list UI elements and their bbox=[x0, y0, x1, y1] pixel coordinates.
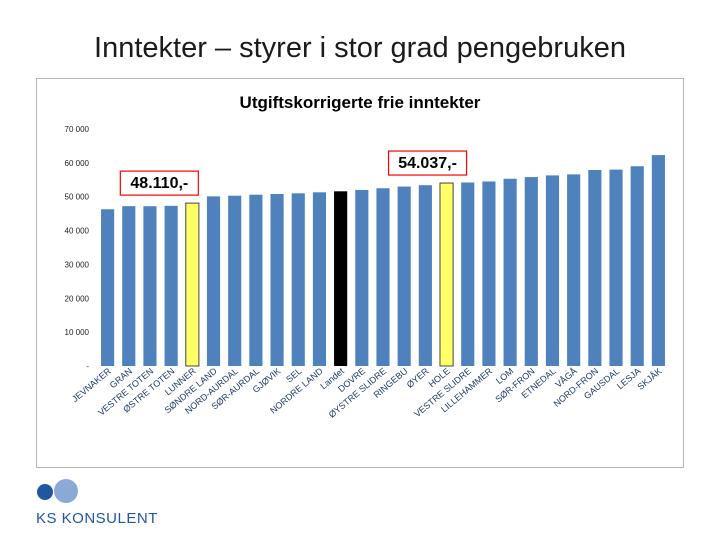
ks-konsulent-logo: KS KONSULENT bbox=[36, 478, 196, 530]
bar bbox=[609, 169, 623, 366]
bar bbox=[567, 174, 581, 366]
bar bbox=[376, 188, 390, 366]
annotation-box bbox=[119, 170, 199, 196]
bar bbox=[291, 193, 305, 366]
bar bbox=[206, 196, 221, 366]
y-tick-label: 10 000 bbox=[65, 328, 90, 337]
logo-text: KS KONSULENT bbox=[36, 510, 158, 527]
bar bbox=[630, 166, 644, 366]
y-tick-label: 20 000 bbox=[65, 294, 90, 303]
bar bbox=[651, 155, 665, 366]
annotation-label: 54.037,- bbox=[398, 155, 457, 172]
y-tick-label: 40 000 bbox=[65, 227, 90, 236]
annotation-label: 48.110,- bbox=[130, 175, 188, 192]
bar bbox=[228, 195, 242, 366]
bar-chart: - 10 000 20 000 30 000 40 000 50 000 60 000 70 … bbox=[65, 125, 665, 420]
annotation-box bbox=[387, 150, 468, 176]
y-tick-label: 30 000 bbox=[65, 260, 90, 269]
slide-title: Inntekter – styrer i stor grad pengebruk… bbox=[94, 32, 626, 64]
bar bbox=[461, 182, 475, 366]
bar bbox=[545, 175, 560, 366]
bar bbox=[588, 169, 602, 366]
bar bbox=[334, 191, 348, 366]
bar bbox=[418, 185, 432, 366]
bar bbox=[101, 209, 115, 366]
bar bbox=[143, 206, 157, 366]
bar bbox=[185, 202, 200, 367]
y-tick-label: 70 000 bbox=[65, 125, 90, 134]
bar bbox=[355, 189, 369, 366]
bar bbox=[503, 178, 517, 366]
bar bbox=[439, 182, 454, 367]
y-tick-label: - bbox=[86, 362, 89, 371]
bar bbox=[164, 205, 178, 366]
x-tick-label: JEVNAKER bbox=[70, 366, 113, 405]
x-tick-label: ØYER bbox=[405, 366, 431, 390]
bar bbox=[270, 194, 284, 366]
bar bbox=[122, 206, 136, 366]
bar bbox=[312, 192, 327, 366]
bar bbox=[397, 186, 411, 366]
chart-frame: Utgiftskorrigerte frie inntekter - 10 000… bbox=[36, 78, 684, 468]
ks-konsulent-circles-logo-icon bbox=[37, 479, 78, 503]
x-tick-label: SKJÅK bbox=[635, 366, 663, 392]
chart-title: Utgiftskorrigerte frie inntekter bbox=[239, 93, 481, 112]
y-tick-label: 50 000 bbox=[65, 193, 90, 202]
bar bbox=[524, 177, 538, 366]
bar bbox=[249, 194, 263, 366]
y-tick-label: 60 000 bbox=[65, 159, 90, 168]
bar bbox=[482, 181, 496, 366]
